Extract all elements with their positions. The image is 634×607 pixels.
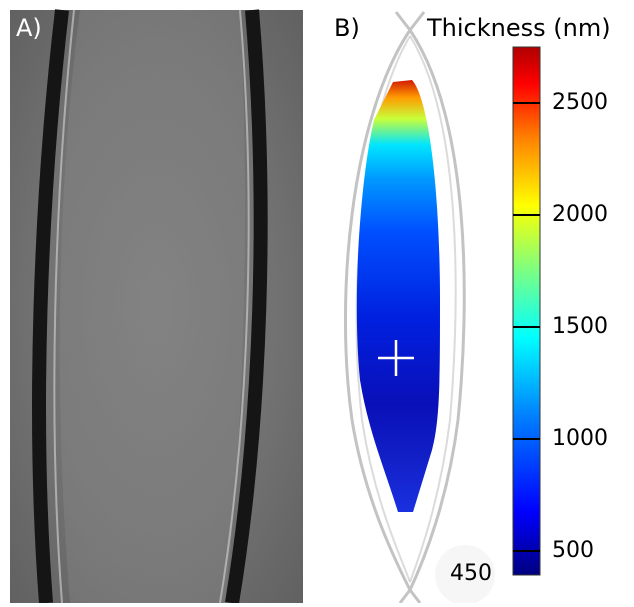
thickness-map (356, 80, 440, 512)
colorbar-tick-label: 2500 (552, 90, 608, 115)
colorbar-tick-label: 2000 (552, 202, 608, 227)
panel-b-label: B) (334, 14, 360, 42)
colorbar-tick-label: 1500 (552, 314, 608, 339)
colorbar-tick-label: 1000 (552, 426, 608, 451)
colorbar-ticks (513, 102, 540, 552)
panel-a-micrograph (10, 9, 313, 605)
colorbar-tick-label: 500 (552, 538, 594, 563)
colorbar-title: Thickness (nm) (427, 14, 611, 42)
colorbar (512, 46, 541, 576)
cross-marker (378, 340, 414, 376)
colorbar-min-label: 450 (450, 561, 492, 586)
panel-a-label: A) (16, 14, 42, 42)
